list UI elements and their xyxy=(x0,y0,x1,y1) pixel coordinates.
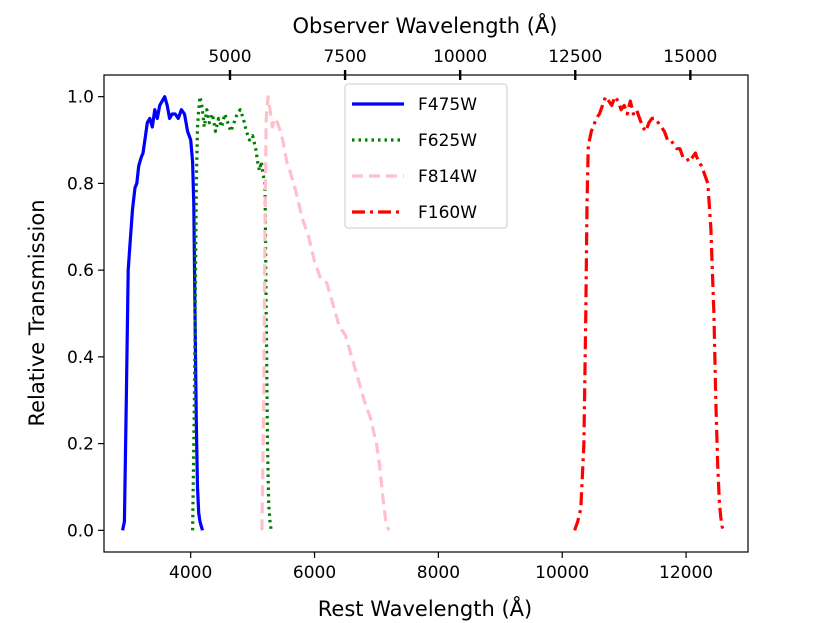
top-x-axis: 5000 7500 10000 12500 15000 xyxy=(208,47,717,80)
left-y-axis: 0.0 0.2 0.4 0.6 0.8 1.0 xyxy=(67,88,104,541)
legend-items: F475W F625W F814W F160W xyxy=(352,95,477,223)
top-x-tick-label: 15000 xyxy=(663,47,717,67)
legend-label-f475w: F475W xyxy=(418,95,477,115)
y-tick-label: 0.2 xyxy=(67,435,94,455)
x-axis-title: Rest Wavelength (Å) xyxy=(318,595,532,621)
bottom-x-axis: 4000 6000 8000 10000 12000 xyxy=(169,552,713,583)
x-tick-label: 6000 xyxy=(293,563,336,583)
legend-box xyxy=(344,83,508,229)
legend: F475W F625W F814W F160W xyxy=(344,83,508,229)
x-tick-label: 10000 xyxy=(535,563,589,583)
series-line-f625w xyxy=(191,95,273,531)
x-tick-label: 4000 xyxy=(169,563,212,583)
top-x-tick-label: 7500 xyxy=(323,47,366,67)
legend-label-f160w: F160W xyxy=(418,203,477,223)
series-layer xyxy=(121,95,725,531)
y-tick-label: 1.0 xyxy=(67,88,94,108)
top-x-tick-label: 10000 xyxy=(433,47,487,67)
y-axis-title: Relative Transmission xyxy=(25,199,49,426)
x-tick-label: 8000 xyxy=(417,563,460,583)
series-line-f160w xyxy=(573,95,725,531)
x-tick-label: 12000 xyxy=(659,563,713,583)
top-x-tick-label: 5000 xyxy=(208,47,251,67)
series-line-f475w xyxy=(121,95,205,531)
legend-label-f814w: F814W xyxy=(418,167,477,187)
y-tick-label: 0.6 xyxy=(67,261,94,281)
plot-frame xyxy=(103,74,749,553)
top-x-axis-title: Observer Wavelength (Å) xyxy=(292,12,557,38)
y-tick-label: 0.4 xyxy=(67,348,94,368)
top-x-tick-label: 12500 xyxy=(548,47,602,67)
y-tick-label: 0.8 xyxy=(67,174,94,194)
series-line-f814w xyxy=(260,95,391,531)
y-tick-label: 0.0 xyxy=(67,521,94,541)
legend-label-f625w: F625W xyxy=(418,131,477,151)
